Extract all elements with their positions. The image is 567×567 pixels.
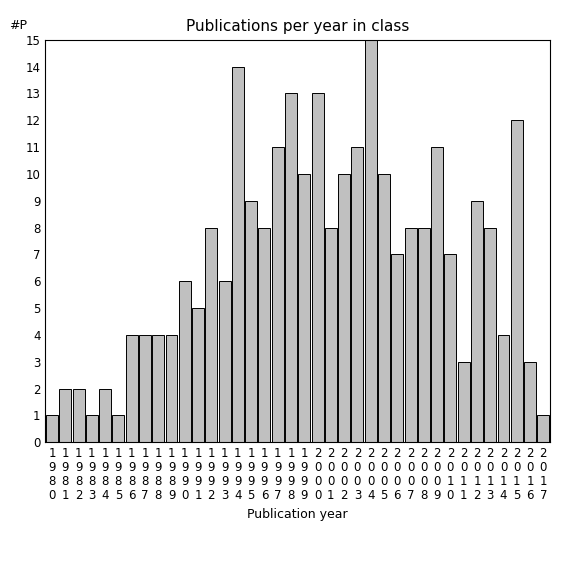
Bar xyxy=(219,281,231,442)
Bar xyxy=(232,66,244,442)
Bar xyxy=(538,416,549,442)
Bar xyxy=(418,227,430,442)
Bar xyxy=(112,416,124,442)
Bar xyxy=(325,227,337,442)
Bar xyxy=(471,201,483,442)
Bar xyxy=(73,388,84,442)
Bar xyxy=(153,335,164,442)
Bar xyxy=(445,255,456,442)
Bar xyxy=(431,147,443,442)
Bar xyxy=(99,388,111,442)
Bar xyxy=(46,416,58,442)
Bar xyxy=(458,362,469,442)
Y-axis label: #P: #P xyxy=(9,19,27,32)
Bar xyxy=(272,147,284,442)
Bar xyxy=(205,227,217,442)
X-axis label: Publication year: Publication year xyxy=(247,507,348,521)
Bar xyxy=(405,227,417,442)
Bar xyxy=(497,335,510,442)
Bar xyxy=(126,335,138,442)
Bar xyxy=(298,174,310,442)
Bar xyxy=(285,94,297,442)
Bar xyxy=(352,147,363,442)
Bar xyxy=(524,362,536,442)
Bar xyxy=(179,281,191,442)
Bar xyxy=(312,94,324,442)
Bar xyxy=(511,120,523,442)
Bar xyxy=(259,227,270,442)
Bar xyxy=(192,308,204,442)
Bar xyxy=(86,416,98,442)
Bar xyxy=(484,227,496,442)
Bar xyxy=(391,255,403,442)
Bar xyxy=(338,174,350,442)
Bar xyxy=(60,388,71,442)
Title: Publications per year in class: Publications per year in class xyxy=(186,19,409,35)
Bar xyxy=(245,201,257,442)
Bar xyxy=(365,40,376,442)
Bar xyxy=(166,335,177,442)
Bar xyxy=(139,335,151,442)
Bar xyxy=(378,174,390,442)
